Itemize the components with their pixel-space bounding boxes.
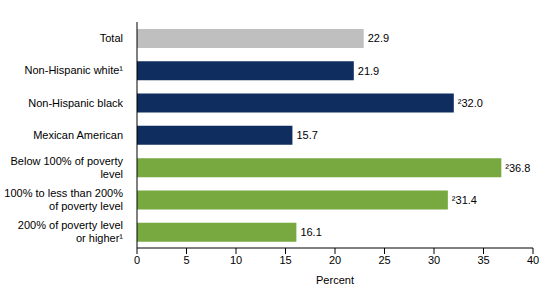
svg-text:21.9: 21.9 [358,65,379,77]
svg-text:22.9: 22.9 [368,32,389,44]
svg-text:Below 100% of povertylevel: Below 100% of povertylevel [10,155,123,180]
svg-text:40: 40 [527,254,539,266]
svg-text:Total: Total [100,32,123,44]
svg-text:15.7: 15.7 [296,129,317,141]
svg-text:²36.8: ²36.8 [505,162,530,174]
svg-text:²32.0: ²32.0 [458,97,483,109]
svg-text:10: 10 [230,254,242,266]
svg-text:16.1: 16.1 [300,226,321,238]
svg-text:35: 35 [477,254,489,266]
svg-text:200% of poverty levelor higher: 200% of poverty levelor higher¹ [18,219,124,244]
svg-text:²31.4: ²31.4 [452,194,477,206]
svg-text:20: 20 [329,254,341,266]
svg-text:Mexican American: Mexican American [33,129,123,141]
svg-text:15: 15 [279,254,291,266]
svg-text:30: 30 [428,254,440,266]
svg-text:Non-Hispanic black: Non-Hispanic black [28,97,123,109]
svg-text:5: 5 [183,254,189,266]
svg-text:Non-Hispanic white¹: Non-Hispanic white¹ [25,64,124,76]
svg-text:Percent: Percent [316,274,354,286]
svg-text:0: 0 [134,254,140,266]
svg-text:100% to less than 200%of pover: 100% to less than 200%of poverty level [8,187,123,212]
svg-text:25: 25 [378,254,390,266]
